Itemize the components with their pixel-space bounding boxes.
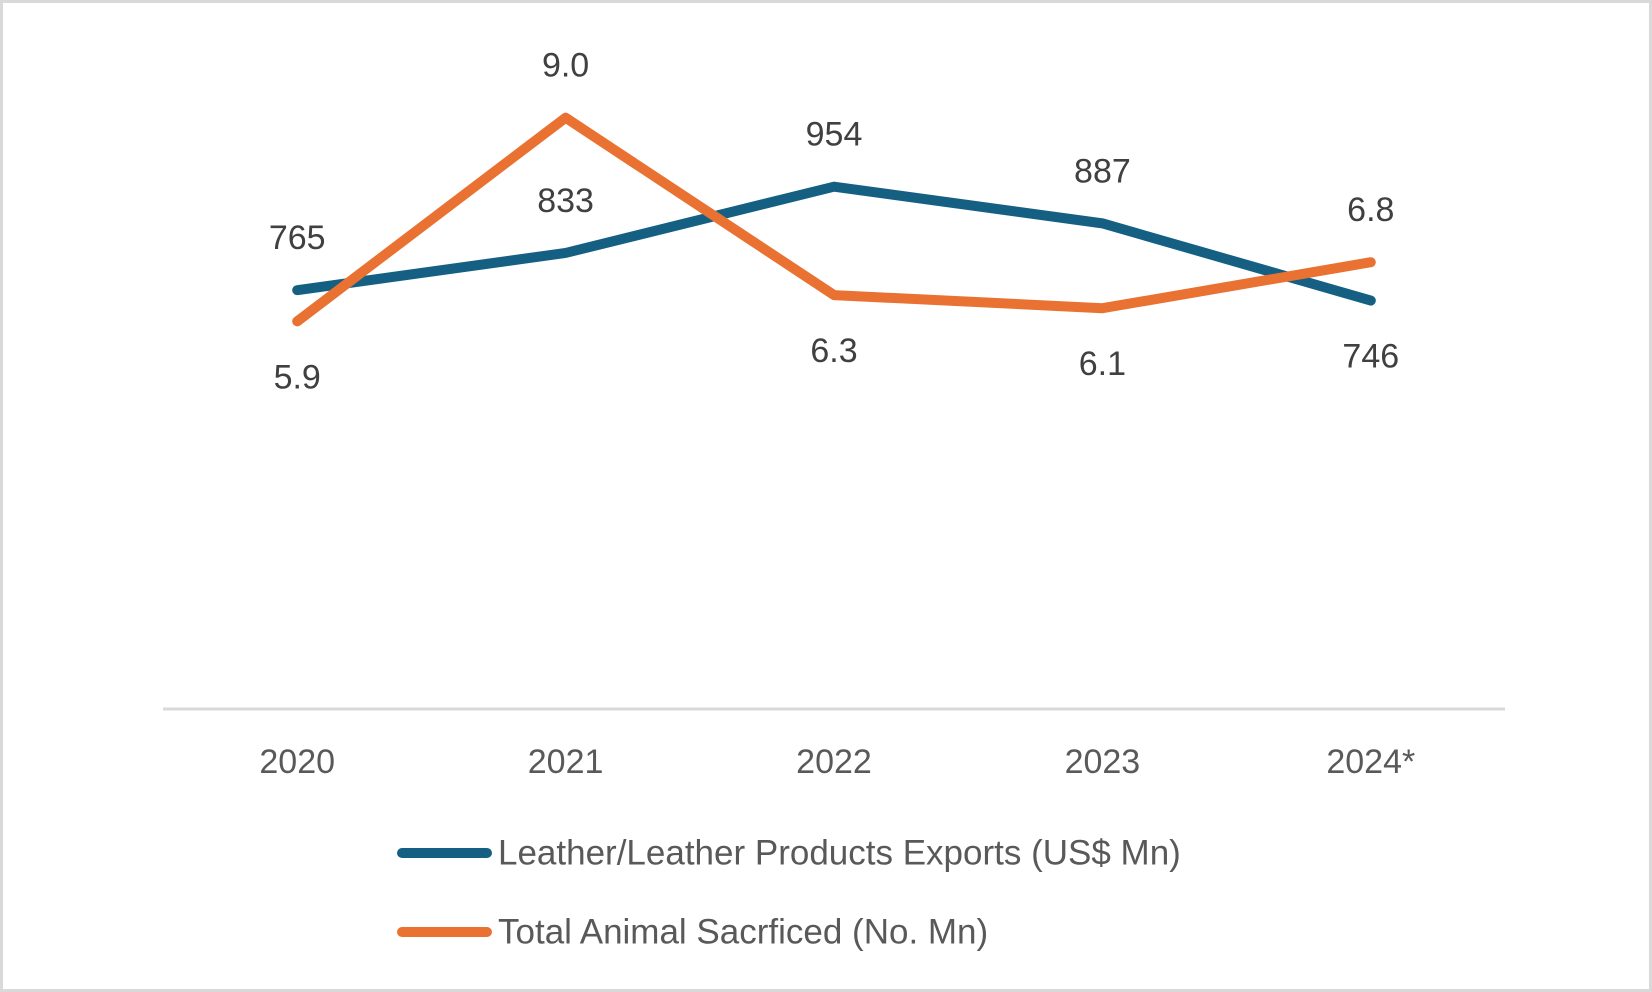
x-tick-labels: 2020 2021 2022 2023 2024* [259,743,1415,781]
data-labels-layer: 765 833 954 887 746 5.9 9.0 6.3 6.1 6.8 [269,47,1399,397]
data-label: 6.8 [1347,191,1394,229]
series-line-leather-exports [292,181,1376,306]
data-label: 9.0 [542,47,589,85]
data-label: 833 [537,182,594,220]
x-tick-label: 2022 [796,743,872,781]
legend: Leather/Leather Products Exports (US$ Mn… [397,834,1181,952]
data-label: 5.9 [274,358,321,396]
data-label: 765 [269,219,326,257]
data-label: 746 [1342,338,1399,376]
legend-label: Total Animal Sacrficed (No. Mn) [498,913,988,952]
data-label: 6.3 [810,332,857,370]
x-tick-label: 2023 [1065,743,1141,781]
legend-label: Leather/Leather Products Exports (US$ Mn… [498,834,1181,873]
data-label: 887 [1074,152,1131,190]
legend-item-animals-sacrificed: Total Animal Sacrficed (No. Mn) [397,913,988,952]
x-tick-label: 2024* [1326,743,1415,781]
series-layer [292,112,1376,327]
x-tick-label: 2020 [259,743,335,781]
legend-item-leather-exports: Leather/Leather Products Exports (US$ Mn… [397,834,1181,873]
data-label: 954 [806,116,863,154]
x-tick-label: 2021 [528,743,604,781]
series-line-animals-sacrificed [292,112,1376,327]
data-label: 6.1 [1079,345,1126,383]
